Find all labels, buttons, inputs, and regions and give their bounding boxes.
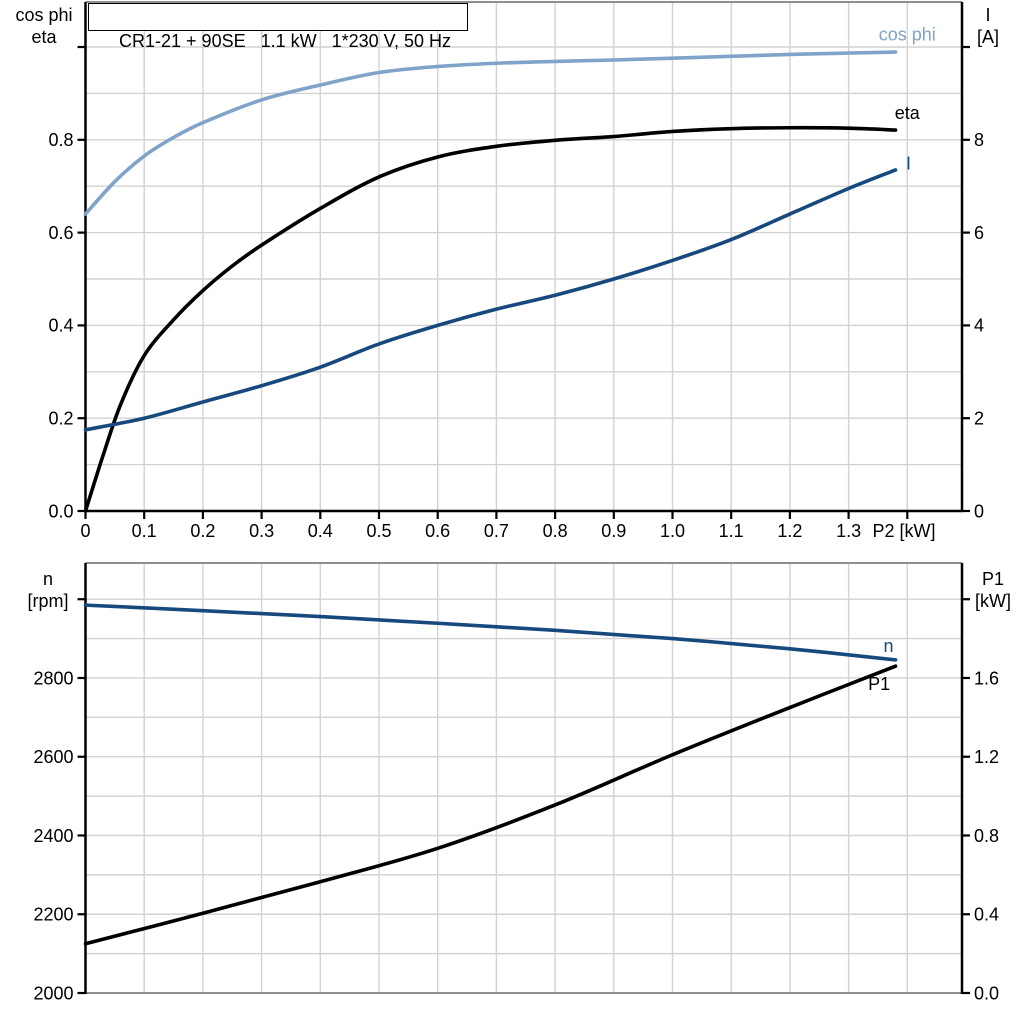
p1-curve-label: P1 — [868, 674, 890, 694]
right-tick-label: 0 — [974, 501, 984, 521]
right-tick-label: 0.0 — [974, 983, 999, 1003]
right-axis-title: I — [985, 5, 990, 25]
right-tick-label: 0.4 — [974, 905, 999, 925]
right-axis-title: P1 — [982, 569, 1004, 589]
x-tick-label: 0.7 — [484, 521, 509, 541]
right-tick-label: 8 — [974, 130, 984, 150]
left-axis-title: n — [43, 569, 53, 589]
left-axis-title: eta — [31, 27, 57, 47]
pump-title: CR1-21 + 90SE 1.1 kW 1*230 V, 50 Hz — [119, 31, 452, 51]
left-tick-label: 0.4 — [48, 316, 73, 336]
x-tick-label: 1.1 — [719, 521, 744, 541]
right-tick-label: 2 — [974, 409, 984, 429]
current-curve — [83, 168, 898, 432]
left-tick-label: 0.2 — [48, 409, 73, 429]
left-tick-label: 2600 — [33, 747, 73, 767]
left-tick-label: 2800 — [33, 668, 73, 688]
x-tick-label: 0.9 — [601, 521, 626, 541]
x-tick-label: 0.2 — [190, 521, 215, 541]
speed-curve — [83, 603, 898, 662]
eta-curve-label: eta — [895, 103, 921, 123]
cos-phi-curve-label: cos phi — [879, 24, 936, 44]
right-tick-label: 1.6 — [974, 668, 999, 688]
right-tick-label: 6 — [974, 223, 984, 243]
right-tick-label: 4 — [974, 316, 984, 336]
right-tick-label: 0.8 — [974, 826, 999, 846]
left-tick-label: 0.8 — [48, 130, 73, 150]
x-tick-label: 0.1 — [132, 521, 157, 541]
x-tick-label: 1.0 — [660, 521, 685, 541]
speed-curve-label: n — [884, 636, 894, 656]
cos-phi-curve — [83, 50, 898, 216]
left-tick-label: 2000 — [33, 983, 73, 1003]
x-tick-label: 1.3 — [836, 521, 861, 541]
x-tick-label: 0.3 — [249, 521, 274, 541]
x-axis-unit-label: P2 [kW] — [872, 521, 935, 541]
p1-curve — [83, 664, 898, 946]
x-tick-label: 0.8 — [543, 521, 568, 541]
eta-curve — [83, 125, 898, 513]
right-axis-title: [A] — [977, 27, 999, 47]
left-tick-label: 2400 — [33, 826, 73, 846]
pump-title-box: CR1-21 + 90SE 1.1 kW 1*230 V, 50 Hz — [88, 3, 468, 51]
x-tick-label: 0.5 — [366, 521, 391, 541]
current-curve-label: I — [906, 153, 911, 173]
x-tick-label: 0 — [80, 521, 90, 541]
left-tick-label: 0.6 — [48, 223, 73, 243]
x-tick-label: 0.6 — [425, 521, 450, 541]
left-tick-label: 2200 — [33, 905, 73, 925]
x-tick-label: 0.4 — [308, 521, 333, 541]
right-tick-label: 1.2 — [974, 747, 999, 767]
x-tick-label: 1.2 — [777, 521, 802, 541]
left-tick-label: 0.0 — [48, 501, 73, 521]
left-axis-title: [rpm] — [27, 591, 68, 611]
left-axis-title: cos phi — [15, 5, 72, 25]
right-axis-title: [kW] — [975, 591, 1011, 611]
